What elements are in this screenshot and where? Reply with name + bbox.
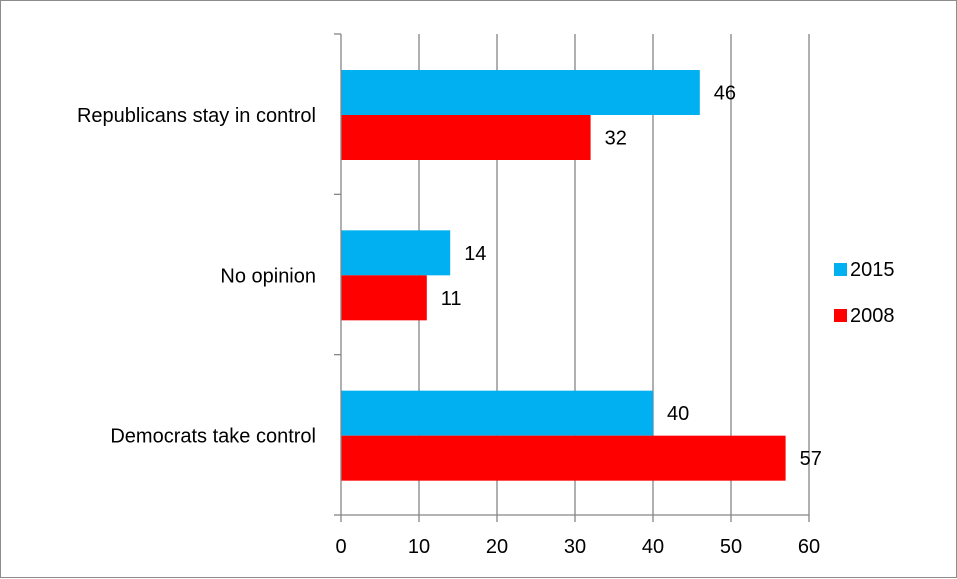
bar-2015-0 [341,70,700,115]
legend-label-2008: 2008 [850,305,895,327]
bar-2008-0 [341,115,591,160]
legend-swatch-2008 [834,309,847,322]
legend: 2015 2008 [834,259,895,327]
legend-swatch-2015 [834,263,847,276]
category-label-2: Democrats take control [110,426,316,448]
data-label-2015-0: 46 [714,83,736,105]
x-tick-label-60: 60 [798,536,820,558]
bar-2008-1 [341,275,427,321]
bar-2008-2 [341,435,786,481]
labels: 0 10 20 30 40 50 60 46 32 Republicans stay in con… [77,83,822,559]
bars [341,70,786,481]
axes [334,33,810,522]
category-label-0: Republicans stay in control [77,105,316,127]
bar-2015-2 [341,390,653,436]
data-label-2015-1: 14 [464,243,486,265]
category-label-1: No opinion [220,265,316,287]
data-label-2008-2: 57 [800,448,822,470]
x-tick-label-0: 0 [335,536,346,558]
data-label-2008-1: 11 [441,288,462,310]
x-tick-label-50: 50 [720,536,742,558]
legend-label-2015: 2015 [850,259,895,281]
data-label-2015-2: 40 [667,403,689,425]
x-tick-label-20: 20 [486,536,508,558]
x-tick-label-30: 30 [564,536,586,558]
bar-2015-1 [341,230,451,276]
data-label-2008-0: 32 [605,128,627,150]
x-tick-label-10: 10 [408,536,430,558]
x-tick-label-40: 40 [642,536,664,558]
